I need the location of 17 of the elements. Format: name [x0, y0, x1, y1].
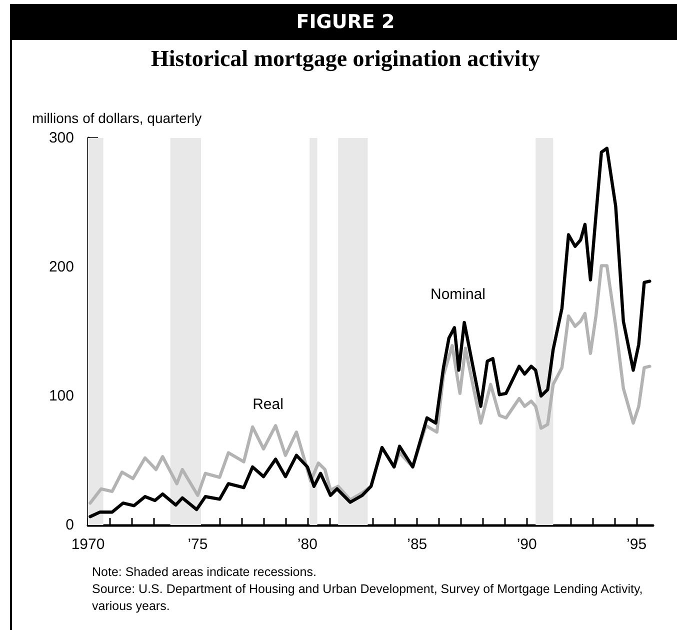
y-tick-label: 100 — [48, 388, 74, 404]
y-tick-label: 300 — [48, 130, 74, 146]
series-label: Real — [252, 396, 284, 413]
x-tick-label: 1970 — [71, 536, 105, 553]
x-tick-label: ’80 — [297, 536, 318, 553]
text: Note: Shaded areas indicate recessions. — [92, 564, 318, 581]
series-label: Nominal — [430, 286, 486, 303]
source-note: Source: U.S. Department of Housing and Urban Development, Survey of Mortgage Lending Activity, various years. — [92, 581, 644, 615]
x-tick-label: ’90 — [516, 536, 537, 553]
x-tick-label: ’75 — [188, 536, 208, 553]
caption: FIGURE 2 — [12, 4, 677, 40]
y-tick-label: 200 — [48, 258, 74, 276]
x-tick-label: ’95 — [626, 536, 647, 553]
chart-title: Historical mortgage origination activity — [150, 46, 541, 72]
x-tick-label: ’85 — [407, 536, 428, 553]
y-axis-title: millions of dollars, quarterly — [32, 110, 202, 126]
y-tick-label: 0 — [66, 516, 74, 534]
